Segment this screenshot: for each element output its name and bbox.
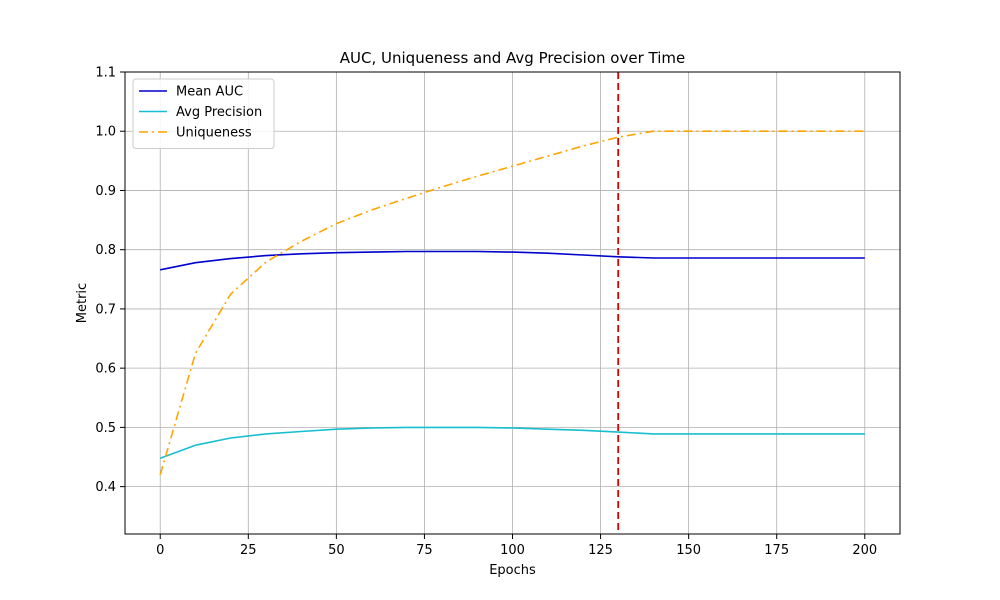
- y-tick-label: 0.8: [95, 243, 116, 258]
- y-tick-label: 0.9: [95, 184, 116, 199]
- y-tick-label: 1.0: [95, 125, 116, 140]
- x-tick-label: 0: [156, 543, 164, 558]
- x-axis-label: Epochs: [489, 563, 536, 578]
- x-tick-label: 50: [328, 543, 345, 558]
- chart-title: AUC, Uniqueness and Avg Precision over T…: [340, 49, 685, 67]
- y-tick-label: 0.6: [95, 362, 116, 377]
- x-tick-label: 200: [852, 543, 877, 558]
- legend-box: [132, 78, 275, 149]
- y-tick-label: 0.5: [95, 421, 116, 436]
- series-line-uniqueness: [159, 130, 865, 476]
- series-line-avg-precision: [159, 426, 865, 459]
- series-lines: [159, 130, 865, 476]
- legend-label: Mean AUC: [176, 85, 243, 100]
- y-tick-label: 1.1: [95, 66, 116, 81]
- y-axis-label: Metric: [75, 283, 90, 323]
- legend-label: Avg Precision: [176, 105, 262, 120]
- y-tick-label: 0.4: [95, 480, 116, 495]
- series-line-mean-auc: [160, 250, 865, 271]
- x-tick-label: 25: [240, 543, 257, 558]
- x-tick-label: 125: [588, 543, 613, 558]
- x-tick-label: 100: [500, 543, 525, 558]
- legend: Mean AUC Avg Precision Uniqueness: [132, 78, 275, 149]
- ticks: 0 25 50 75 100 125 150 175 200 0.4 0.5 0.6 0.7 0.8 0.9…: [95, 66, 877, 559]
- x-tick-label: 150: [676, 543, 701, 558]
- legend-label: Uniqueness: [176, 126, 252, 141]
- y-tick-label: 0.7: [95, 302, 116, 317]
- x-tick-label: 175: [764, 543, 789, 558]
- x-tick-label: 75: [416, 543, 433, 558]
